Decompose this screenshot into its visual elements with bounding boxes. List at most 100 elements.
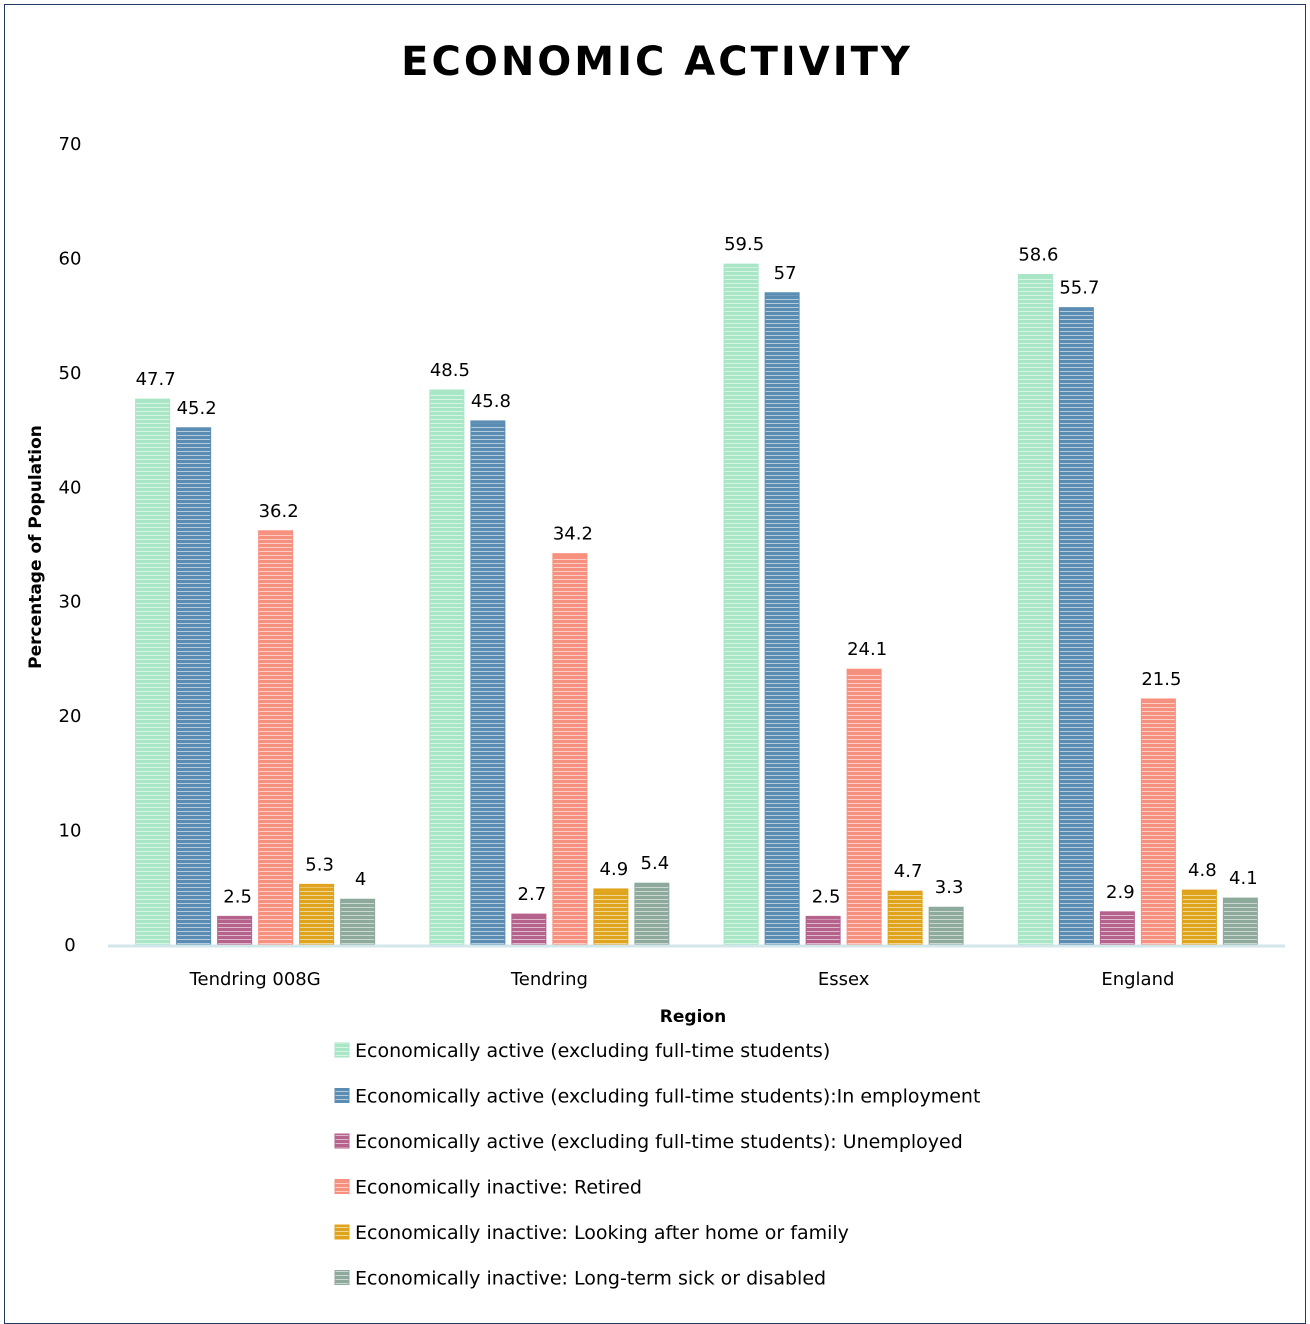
bar-cap xyxy=(1059,307,1094,311)
legend-label: Economically inactive: Long-term sick or… xyxy=(355,1268,826,1290)
data-label: 45.8 xyxy=(471,391,511,412)
data-label: 4.8 xyxy=(1188,860,1217,881)
y-tick-label: 10 xyxy=(59,821,82,842)
bar xyxy=(1017,273,1053,946)
bar-cap xyxy=(806,916,841,920)
bar-cap xyxy=(847,669,882,673)
bar-cap xyxy=(552,553,587,557)
legend-label: Economically inactive: Looking after hom… xyxy=(355,1222,849,1244)
bar xyxy=(723,263,759,946)
data-label: 5.4 xyxy=(641,853,670,874)
legend-label: Economically active (excluding full-time… xyxy=(355,1086,980,1108)
bar xyxy=(258,530,294,946)
data-label: 24.1 xyxy=(847,639,887,660)
data-label: 5.3 xyxy=(305,854,334,875)
legend-swatch xyxy=(334,1042,350,1058)
data-label: 4.7 xyxy=(894,861,923,882)
data-label: 2.5 xyxy=(812,886,841,907)
y-axis-title: Percentage of Population xyxy=(26,425,46,669)
bar-cap xyxy=(511,914,546,918)
x-axis-ticks: Tendring 008G Tendring Essex England xyxy=(189,969,1175,990)
y-axis-ticks: 0 10 20 30 40 50 60 70 xyxy=(59,134,82,956)
bar-cap xyxy=(1141,698,1176,702)
bar xyxy=(340,898,376,946)
data-label: 34.2 xyxy=(553,524,593,545)
bar xyxy=(805,915,841,946)
y-tick-label: 60 xyxy=(59,248,82,269)
bar-cap xyxy=(634,883,669,887)
bar-cap xyxy=(258,530,293,534)
data-label: 4 xyxy=(355,869,366,890)
data-label: 21.5 xyxy=(1141,669,1181,690)
data-label: 36.2 xyxy=(259,501,299,522)
bar-cap xyxy=(135,399,170,403)
bar-cap xyxy=(299,884,334,888)
x-axis-title: Region xyxy=(660,1007,726,1027)
legend-swatch xyxy=(334,1270,350,1285)
bar xyxy=(1058,307,1094,946)
data-label: 59.5 xyxy=(724,234,764,255)
bar xyxy=(846,668,882,946)
bar xyxy=(1099,911,1135,946)
y-tick-label: 30 xyxy=(59,592,82,613)
bars xyxy=(135,263,1258,946)
bar-cap xyxy=(1018,274,1053,278)
bar xyxy=(764,292,800,946)
bar-cap xyxy=(929,907,964,911)
bar xyxy=(552,553,588,946)
bar-cap xyxy=(724,264,759,268)
bar-cap xyxy=(340,899,375,903)
data-label: 2.9 xyxy=(1106,882,1135,903)
bar xyxy=(299,883,335,946)
data-label: 45.2 xyxy=(177,398,217,419)
chart-title: ECONOMIC ACTIVITY xyxy=(401,39,913,85)
x-tick-label: Tendring 008G xyxy=(189,969,321,990)
data-label: 58.6 xyxy=(1018,244,1058,265)
legend-swatch xyxy=(334,1088,350,1103)
bar-cap xyxy=(765,292,800,296)
bar-cap xyxy=(429,390,464,394)
bar xyxy=(1222,897,1258,946)
data-label: 3.3 xyxy=(935,877,964,898)
data-label: 2.5 xyxy=(223,886,252,907)
data-label: 48.5 xyxy=(430,360,470,381)
bar xyxy=(217,915,253,946)
y-tick-label: 40 xyxy=(59,477,82,498)
legend-label: Economically active (excluding full-time… xyxy=(355,1131,963,1153)
bar xyxy=(593,888,629,946)
bar-cap xyxy=(1182,890,1217,894)
y-tick-label: 70 xyxy=(59,134,82,155)
legend-swatch xyxy=(334,1224,350,1240)
bar xyxy=(887,890,923,946)
legend: Economically active (excluding full-time… xyxy=(334,1040,980,1290)
bar xyxy=(176,427,212,946)
y-tick-label: 20 xyxy=(59,706,82,727)
data-label: 2.7 xyxy=(518,884,547,905)
data-label: 4.9 xyxy=(600,859,629,880)
bar xyxy=(928,906,964,946)
x-tick-label: England xyxy=(1101,969,1174,990)
data-label: 55.7 xyxy=(1059,278,1099,299)
bar-cap xyxy=(593,888,628,892)
bar xyxy=(1181,889,1217,946)
bar xyxy=(511,913,547,946)
legend-swatch xyxy=(334,1179,350,1194)
bar xyxy=(470,420,506,946)
bar xyxy=(634,882,670,946)
x-tick-label: Essex xyxy=(818,969,870,990)
bar-cap xyxy=(1223,898,1258,902)
data-label: 47.7 xyxy=(136,369,176,390)
x-tick-label: Tendring xyxy=(510,969,588,990)
bar-cap xyxy=(470,420,505,424)
bar xyxy=(135,398,171,946)
bar-cap xyxy=(888,891,923,895)
legend-label: Economically active (excluding full-time… xyxy=(355,1040,830,1062)
y-tick-label: 0 xyxy=(64,935,75,956)
legend-swatch xyxy=(334,1133,350,1149)
data-label: 57 xyxy=(774,263,797,284)
legend-label: Economically inactive: Retired xyxy=(355,1177,642,1199)
bar xyxy=(429,389,465,946)
data-labels: 47.745.2 2.5 36.2 5.3 4 48.545.8 2.7 34.2 4.9 5.4… xyxy=(136,234,1258,907)
y-tick-label: 50 xyxy=(59,363,82,384)
